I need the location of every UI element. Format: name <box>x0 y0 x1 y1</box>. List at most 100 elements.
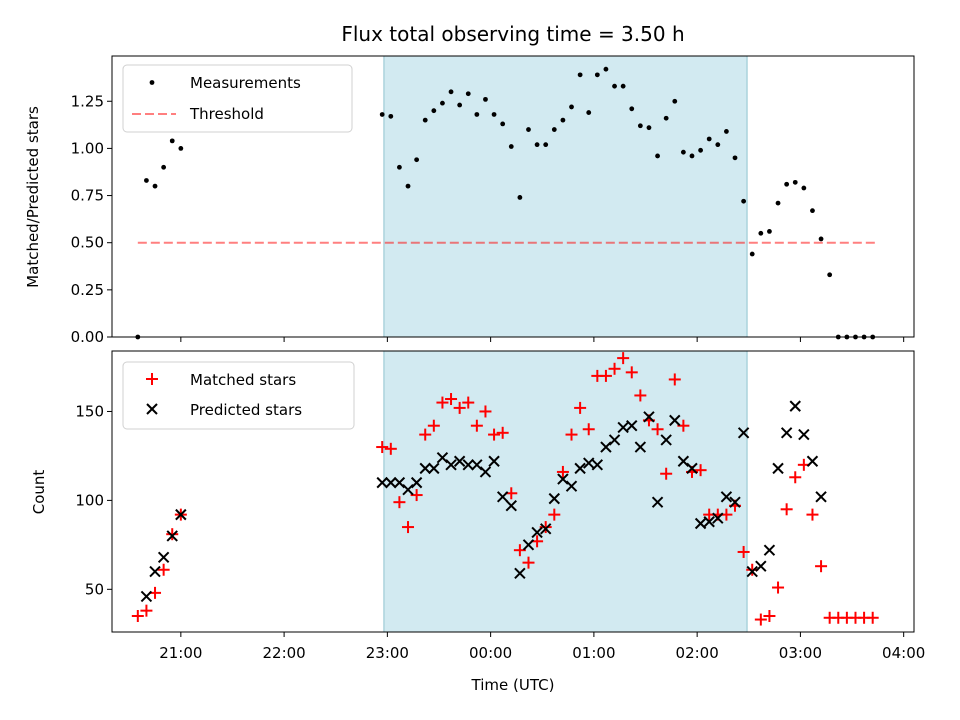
measurement-point <box>767 228 772 234</box>
x-tick-label: 23:00 <box>366 644 409 662</box>
matched-stars-point <box>376 441 389 454</box>
y-tick-label: 1.25 <box>71 92 104 110</box>
ratio-panel-shaded-region <box>383 55 748 338</box>
legend-matched-label: Matched stars <box>190 371 296 389</box>
chart-title: Flux total observing time = 3.50 h <box>341 22 684 46</box>
measurement-point <box>379 112 385 117</box>
matched-stars-point <box>462 396 475 409</box>
measurement-point <box>560 117 566 123</box>
x-tick-label: 21:00 <box>159 644 202 662</box>
matched-stars-point <box>763 609 776 622</box>
predicted-stars-point <box>140 590 153 603</box>
measurement-point <box>526 127 531 132</box>
predicted-stars-point <box>376 476 388 489</box>
predicted-stars-point <box>436 452 449 464</box>
predicted-stars-point <box>815 491 827 503</box>
matched-stars-point <box>479 405 492 418</box>
measurement-point <box>422 117 428 123</box>
measurement-point <box>152 183 158 189</box>
measurement-point <box>698 147 703 153</box>
matched-stars-point <box>815 560 828 573</box>
predicted-stars-point <box>453 455 466 467</box>
measurement-point <box>784 181 790 187</box>
predicted-stars-point <box>428 462 440 475</box>
count-panel-y-label: Count <box>30 470 48 515</box>
predicted-stars-point <box>402 484 414 496</box>
count-panel: 50 100 150 21:00 22:00 23:00 00:00 01:00 02:00 0… <box>30 350 925 694</box>
legend-predicted-marker <box>146 403 158 415</box>
predicted-stars-point <box>522 539 535 551</box>
measurement-point <box>775 200 781 206</box>
predicted-stars-point <box>488 455 500 467</box>
matched-stars-point <box>436 396 449 409</box>
predicted-stars-point <box>548 492 561 505</box>
measurement-point <box>620 83 626 89</box>
x-tick-label: 03:00 <box>779 644 822 662</box>
matched-stars-point <box>470 419 483 432</box>
matched-stars-point <box>651 423 664 436</box>
legend-threshold-label: Threshold <box>189 105 264 123</box>
ratio-panel-frame <box>111 55 915 338</box>
measurement-point <box>388 113 394 119</box>
predicted-stars-point <box>729 496 741 508</box>
measurement-point <box>517 195 523 200</box>
matched-stars-point <box>157 563 170 576</box>
measurement-point <box>178 146 184 151</box>
predicted-stars-point <box>557 473 569 485</box>
measurement-point <box>603 66 609 72</box>
measurement-point <box>465 91 471 97</box>
predicted-stars-point <box>479 466 492 478</box>
matched-stars-point <box>694 464 707 477</box>
measurement-point <box>680 149 686 155</box>
measurement-point <box>792 179 798 185</box>
legend-box <box>122 64 353 133</box>
measurement-point <box>161 164 167 170</box>
measurement-point <box>586 110 592 115</box>
matched-stars-point <box>419 428 432 441</box>
matched-stars-point <box>140 604 153 617</box>
measurement-point <box>508 144 514 149</box>
measurement-point <box>397 164 402 170</box>
predicted-stars-point <box>410 476 423 489</box>
measurement-point <box>144 178 149 183</box>
predicted-stars-point <box>393 476 406 489</box>
matched-stars-point <box>453 401 466 414</box>
predicted-stars-point <box>539 523 552 535</box>
ratio-panel: 0.00 0.25 0.50 0.75 1.00 1.25 Matched/Predict… <box>24 55 915 346</box>
predicted-stars-point <box>531 526 543 539</box>
matched-stars-point <box>384 442 397 455</box>
predicted-stars-point <box>737 427 750 439</box>
predicted-stars-point <box>651 496 664 508</box>
measurement-point <box>448 89 454 95</box>
measurement-point <box>818 236 824 242</box>
count-panel-frame <box>111 350 915 633</box>
x-tick-label: 02:00 <box>676 644 719 662</box>
measurement-point <box>810 208 815 214</box>
matched-stars-point <box>548 508 561 521</box>
predicted-stars-point <box>149 565 161 578</box>
ratio-panel-y-label: Matched/Predicted stars <box>24 106 42 288</box>
matched-stars-point <box>599 369 612 382</box>
measurement-point <box>534 142 540 148</box>
measurement-point <box>414 157 420 163</box>
matched-stars-point <box>608 362 621 375</box>
measurement-point <box>551 127 557 132</box>
y-tick-label: 0.75 <box>71 187 104 205</box>
predicted-stars-point <box>634 441 647 453</box>
predicted-stars-point <box>677 455 690 467</box>
measurement-point <box>500 121 506 127</box>
count-panel-shaded-region <box>383 350 748 633</box>
measurement-point <box>577 72 583 78</box>
predicted-stars-point <box>608 434 621 446</box>
measurement-point <box>405 183 411 189</box>
measurement-point <box>801 185 807 191</box>
predicted-stars-point <box>157 551 170 564</box>
predicted-stars-point <box>798 428 810 441</box>
predicted-stars-point <box>712 512 724 524</box>
matched-stars-point <box>131 609 144 622</box>
predicted-stars-point <box>755 560 767 572</box>
ratio-panel-marks <box>135 66 877 340</box>
measurement-point <box>594 72 600 78</box>
predicted-stars-point <box>626 419 638 432</box>
